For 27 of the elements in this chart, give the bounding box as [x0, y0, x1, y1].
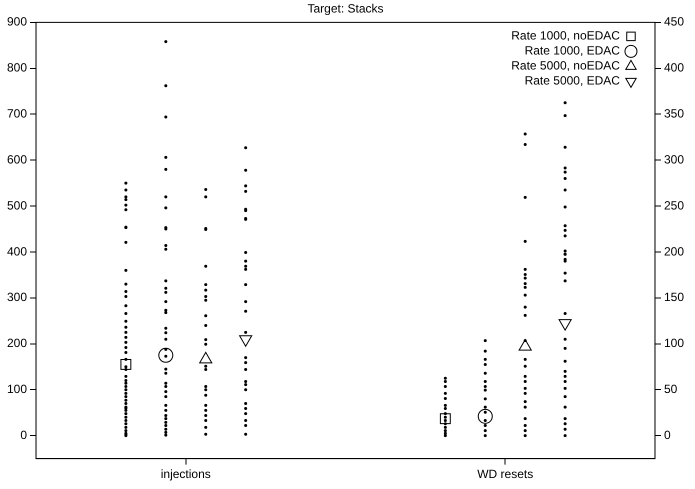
- y-tick-label: 400: [6, 244, 28, 258]
- y2-tick-label: 450: [664, 14, 684, 29]
- y-tick-label: 100: [6, 382, 28, 396]
- y-tick-label: 900: [6, 14, 28, 29]
- legend-label: Rate 1000, noEDAC: [511, 28, 620, 43]
- y-tick-label: 600: [6, 152, 28, 166]
- y-tick-label: 800: [6, 60, 28, 75]
- y-tick-label: 500: [6, 198, 28, 212]
- y2-tick-label: 400: [664, 60, 684, 75]
- y2-tick-label: 0: [664, 428, 671, 442]
- y-tick-label: 700: [6, 106, 28, 121]
- y2-tick-label: 50: [664, 382, 678, 396]
- y-tick-label: 200: [6, 336, 28, 350]
- y-tick-label: 300: [6, 290, 28, 304]
- y2-tick-label: 200: [664, 244, 684, 258]
- x-tick-label: WD resets: [477, 467, 534, 482]
- legend-label: Rate 5000, noEDAC: [511, 58, 620, 73]
- x-tick-label: injections: [160, 467, 211, 482]
- y2-tick-label: 100: [664, 336, 684, 350]
- legend-label: Rate 1000, EDAC: [524, 44, 620, 58]
- y2-tick-label: 350: [664, 106, 684, 121]
- y-tick-label: 0: [20, 428, 28, 442]
- y2-tick-label: 250: [664, 198, 684, 212]
- y2-tick-label: 150: [664, 290, 684, 304]
- legend-label: Rate 5000, EDAC: [524, 74, 620, 88]
- chart-title: Target: Stacks: [307, 2, 384, 16]
- y2-tick-label: 300: [664, 152, 684, 166]
